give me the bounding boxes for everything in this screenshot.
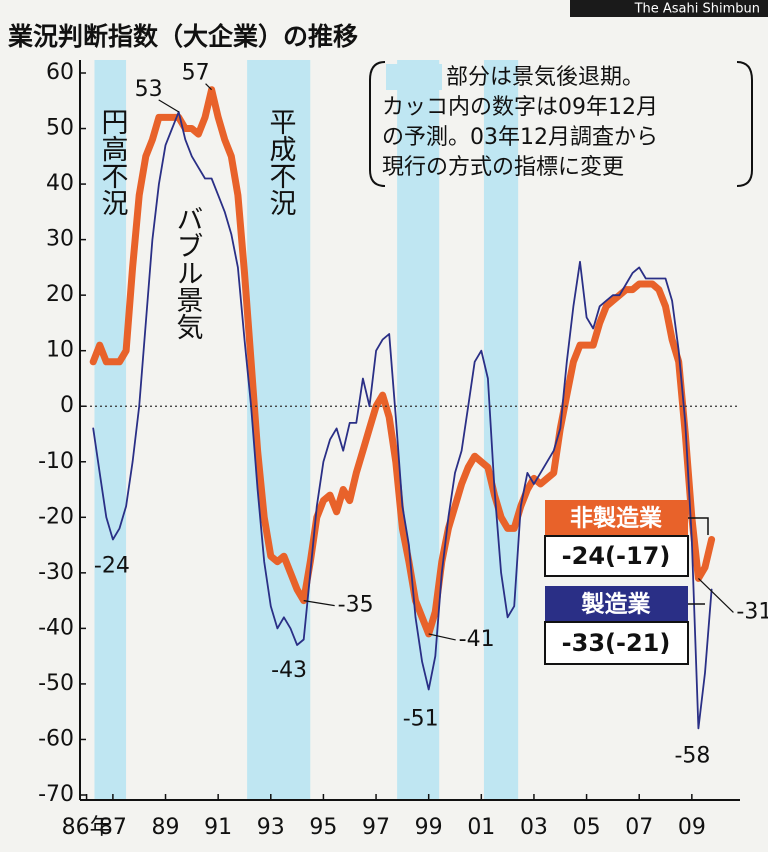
leader	[158, 99, 179, 113]
leader	[698, 577, 734, 613]
point-label: -35	[338, 593, 374, 618]
x-tick-label: 99	[415, 815, 443, 840]
bands	[94, 60, 519, 800]
point-label: -41	[459, 627, 495, 652]
note-bracket	[369, 61, 386, 187]
shaded-period	[94, 60, 127, 800]
y-tick-label: -10	[38, 449, 74, 474]
y-tick-label: -40	[38, 615, 74, 640]
x-tick-label: 87	[99, 815, 127, 840]
period-label: 円高不況	[97, 108, 128, 216]
leader	[428, 633, 456, 641]
legend-label: 非製造業	[570, 505, 663, 532]
series-line	[92, 111, 713, 730]
y-tick-label: -20	[38, 504, 74, 529]
y-tick-label: 20	[46, 282, 74, 307]
shaded-period	[483, 60, 519, 800]
note-line: 部分は景気後退期。	[446, 65, 644, 90]
point-label: -24	[94, 554, 130, 579]
period-label: 平成不況	[265, 108, 297, 216]
note-line: 現行の方式の指標に変更	[382, 155, 624, 180]
y-tick-label: -70	[38, 782, 74, 807]
legend-value: -24(-17)	[562, 542, 671, 570]
credit: The Asahi Shimbun	[634, 2, 760, 17]
note-swatch	[386, 64, 442, 90]
x-tick-label: 05	[573, 815, 601, 840]
point-label: 53	[135, 77, 163, 102]
y-tick-label: -50	[38, 671, 74, 696]
shaded-period	[397, 60, 440, 800]
note-line: カッコ内の数字は09年12月	[382, 95, 658, 120]
x-tick-label: 86年	[62, 815, 112, 840]
legend-value-box	[544, 535, 689, 577]
legend-label: 製造業	[581, 591, 652, 618]
x-tick-label: 91	[204, 815, 232, 840]
x-tick-label: 09	[678, 815, 706, 840]
note-line: の予測。03年12月調査から	[382, 125, 658, 150]
legend-value: -33(-21)	[562, 629, 671, 657]
lines	[89, 86, 716, 730]
legend-box	[545, 500, 688, 536]
legend-box	[545, 586, 688, 622]
credit-bar	[570, 0, 768, 17]
x-tick-label: 07	[625, 815, 653, 840]
x-tick-label: 93	[257, 815, 285, 840]
point-label: -51	[403, 706, 439, 731]
leader	[205, 83, 213, 91]
leader	[303, 600, 335, 607]
y-tick-label: 30	[46, 227, 74, 252]
point-label: 57	[182, 61, 210, 86]
point-labels: -24 53 57 -35 -43 -41 -51 -58 -31	[94, 61, 768, 769]
point-label: -31	[736, 599, 768, 624]
point-label: -58	[674, 743, 710, 768]
chart-title: 業況判断指数（大企業）の推移	[8, 22, 358, 51]
y-tick-label: 10	[46, 338, 74, 363]
y-tick-label: 50	[46, 116, 74, 141]
series-line	[89, 86, 716, 638]
leader	[688, 517, 709, 535]
y-tick-label: -60	[38, 726, 74, 751]
x-tick-label: 03	[520, 815, 548, 840]
point-label: -43	[271, 658, 307, 683]
y-tick-label: 0	[60, 393, 74, 418]
x-tick-label: 89	[152, 815, 180, 840]
x-tick-label: 01	[467, 815, 495, 840]
y-tick-label: 60	[46, 60, 74, 85]
y-tick-label: -30	[38, 560, 74, 585]
note-bracket	[736, 61, 753, 187]
legend-value-box	[544, 621, 689, 665]
period-label: バブル景気	[172, 205, 203, 340]
x-tick-label: 97	[362, 815, 390, 840]
x-tick-label: 95	[309, 815, 337, 840]
y-tick-label: 40	[46, 171, 74, 196]
